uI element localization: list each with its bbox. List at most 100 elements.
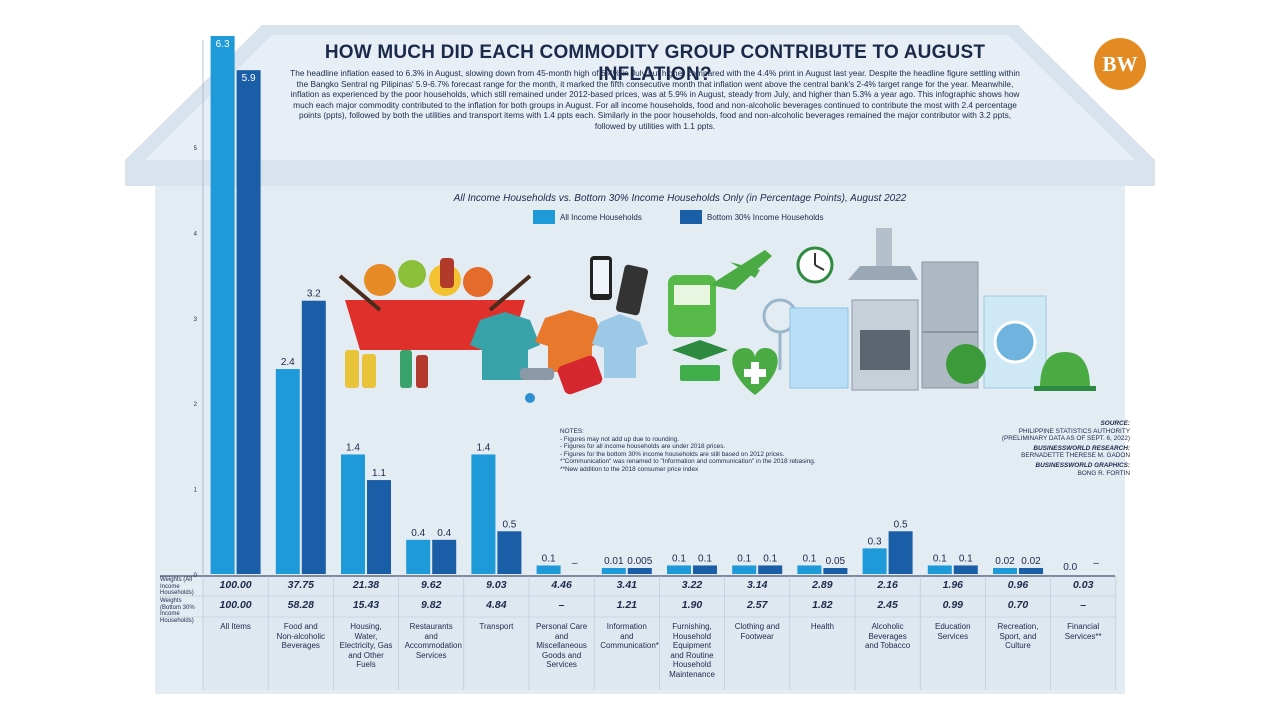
data-label-all-income: 0.01	[604, 556, 624, 567]
bar-bottom30	[367, 480, 391, 574]
bar-bottom30	[823, 568, 848, 574]
category-label: Alcoholic Beverages and Tobacco	[864, 622, 911, 651]
category-label: Personal Care and Miscellaneous Goods an…	[536, 622, 588, 670]
oil-bottle	[362, 354, 376, 388]
cloche-plate	[1034, 386, 1096, 391]
weights-bottom30-label: Weights (Bottom 30% Income Households)	[160, 598, 195, 624]
weight-bottom30: 9.82	[420, 599, 442, 611]
weight-bottom30: 1.21	[616, 599, 637, 611]
weight-bottom30: 4.84	[486, 599, 507, 611]
page-title: HOW MUCH DID EACH COMMODITY GROUP CONTRI…	[324, 42, 986, 85]
legend-swatch-all-income	[533, 210, 555, 224]
intro-paragraph: The headline inflation eased to 6.3% in …	[290, 68, 1020, 131]
clock-icon	[796, 246, 834, 284]
note-line: *"Communication" was renamed to "Informa…	[560, 458, 816, 466]
data-label-bottom30: 0.4	[437, 528, 451, 539]
research-name: BERNADETTE THERESE M. GADON	[1021, 452, 1130, 460]
bar-bottom30	[953, 565, 978, 574]
legend-swatch-bottom30	[680, 210, 702, 224]
legend-label-all-income: All Income Households	[560, 212, 642, 222]
bar-all-income	[275, 369, 300, 574]
data-label-all-income: 0.0	[1063, 562, 1077, 573]
graphics-label: BUSINESSWORLD GRAPHICS:	[1035, 461, 1130, 469]
oil-bottle	[345, 350, 359, 388]
weight-all-income: 3.22	[681, 579, 703, 591]
data-label-all-income: 6.3	[216, 39, 230, 50]
basket-handle	[488, 274, 532, 312]
weight-all-income: 0.96	[1007, 579, 1029, 591]
y-tick-label: 2	[194, 402, 198, 408]
table-area	[203, 576, 1115, 690]
research-label: BUSINESSWORLD RESEARCH:	[1033, 444, 1130, 452]
data-label-all-income: 0.1	[672, 553, 686, 564]
basket-handle	[338, 274, 382, 312]
bw-logo: BW	[1094, 38, 1146, 90]
book-shape	[680, 365, 720, 381]
data-label-bottom30: 3.2	[307, 289, 321, 300]
chart-title: All Income Households vs. Bottom 30% Inc…	[453, 193, 907, 204]
data-label-bottom30: 0.5	[502, 519, 516, 530]
weight-all-income: 0.03	[1072, 579, 1094, 591]
bar-bottom30	[758, 565, 783, 574]
bars-group: 6.35.92.43.21.41.10.4 0.41.40.50.1–0.01 0.…	[210, 36, 1099, 575]
shirt-shape	[592, 314, 648, 378]
commodity-illustrations	[338, 228, 1096, 403]
data-label-bottom30: 0.05	[826, 556, 846, 567]
category-label: Restaurants and Accommodation Services	[404, 622, 462, 660]
category-label: Furnishing, Household Equipment and Rout…	[669, 622, 715, 679]
bar-bottom30	[1019, 568, 1043, 574]
credits: SOURCE: PHILIPPINE STATISTICS AUTHORITY …	[960, 420, 1130, 477]
airplane-shape	[710, 250, 772, 290]
data-label-all-income: 0.1	[737, 553, 751, 564]
phone-shape	[616, 264, 648, 316]
legend-bottom30: Bottom 30% Income Households	[680, 210, 824, 224]
health-heart-icon	[732, 348, 778, 395]
category-label: Housing, Water, Electricity, Gas and Oth…	[339, 622, 393, 670]
house-roof-inner	[145, 35, 1135, 160]
data-label-bottom30: 0.02	[1021, 556, 1041, 567]
shirt-icon	[470, 310, 648, 380]
weight-bottom30: 0.70	[1007, 599, 1029, 611]
bar-all-income	[732, 565, 757, 574]
category-label: Recreation, Sport, and Culture	[997, 622, 1039, 651]
cap-shape	[672, 340, 728, 360]
weight-bottom30: 2.45	[877, 599, 898, 611]
bar-bottom30	[497, 531, 522, 574]
data-label-all-income: 0.1	[933, 553, 947, 564]
food-cloche-icon	[1034, 352, 1096, 391]
weight-bottom30: 15.43	[352, 599, 380, 611]
mobile-phone-icon	[590, 256, 648, 316]
note-line: - Figures for the bottom 30% income hous…	[560, 450, 785, 458]
legend-all-income: All Income Households	[533, 210, 642, 224]
data-label-all-income: 0.1	[802, 553, 816, 564]
hood-shape	[848, 266, 918, 280]
bar-bottom30	[432, 539, 457, 574]
category-label: All Items	[220, 622, 251, 631]
hood-chimney	[876, 228, 892, 266]
data-label-bottom30: 5.9	[242, 73, 256, 84]
globe-icon	[946, 344, 986, 384]
data-label-bottom30: 0.005	[627, 556, 652, 567]
bar-all-income	[927, 565, 952, 574]
sausage-shape	[440, 258, 454, 288]
category-label: Transport	[479, 622, 514, 631]
phone-screen	[593, 260, 609, 294]
weight-all-income: 9.62	[420, 579, 442, 591]
weight-bottom30: 1.82	[812, 599, 833, 611]
range-hood-icon	[848, 228, 918, 280]
weight-bottom30: 58.28	[287, 599, 314, 611]
table-dividers	[160, 575, 1117, 690]
data-label-bottom30: –	[1093, 558, 1099, 569]
source-line: (PRELIMINARY DATA AS OF SEPT. 6, 2022)	[1001, 435, 1130, 443]
graduation-cap-icon	[672, 340, 728, 381]
bar-all-income	[406, 539, 431, 574]
note-line: - Figures for all income households are …	[560, 443, 726, 451]
bar-all-income	[341, 454, 365, 574]
dishwasher-body	[789, 307, 849, 389]
washing-machine-icon	[983, 295, 1047, 389]
source-label: SOURCE:	[1100, 420, 1130, 427]
notes-heading: NOTES:	[560, 428, 584, 435]
category-label: Food and Non-alcoholic Beverages	[276, 622, 326, 651]
cloche-dome	[1040, 352, 1090, 388]
